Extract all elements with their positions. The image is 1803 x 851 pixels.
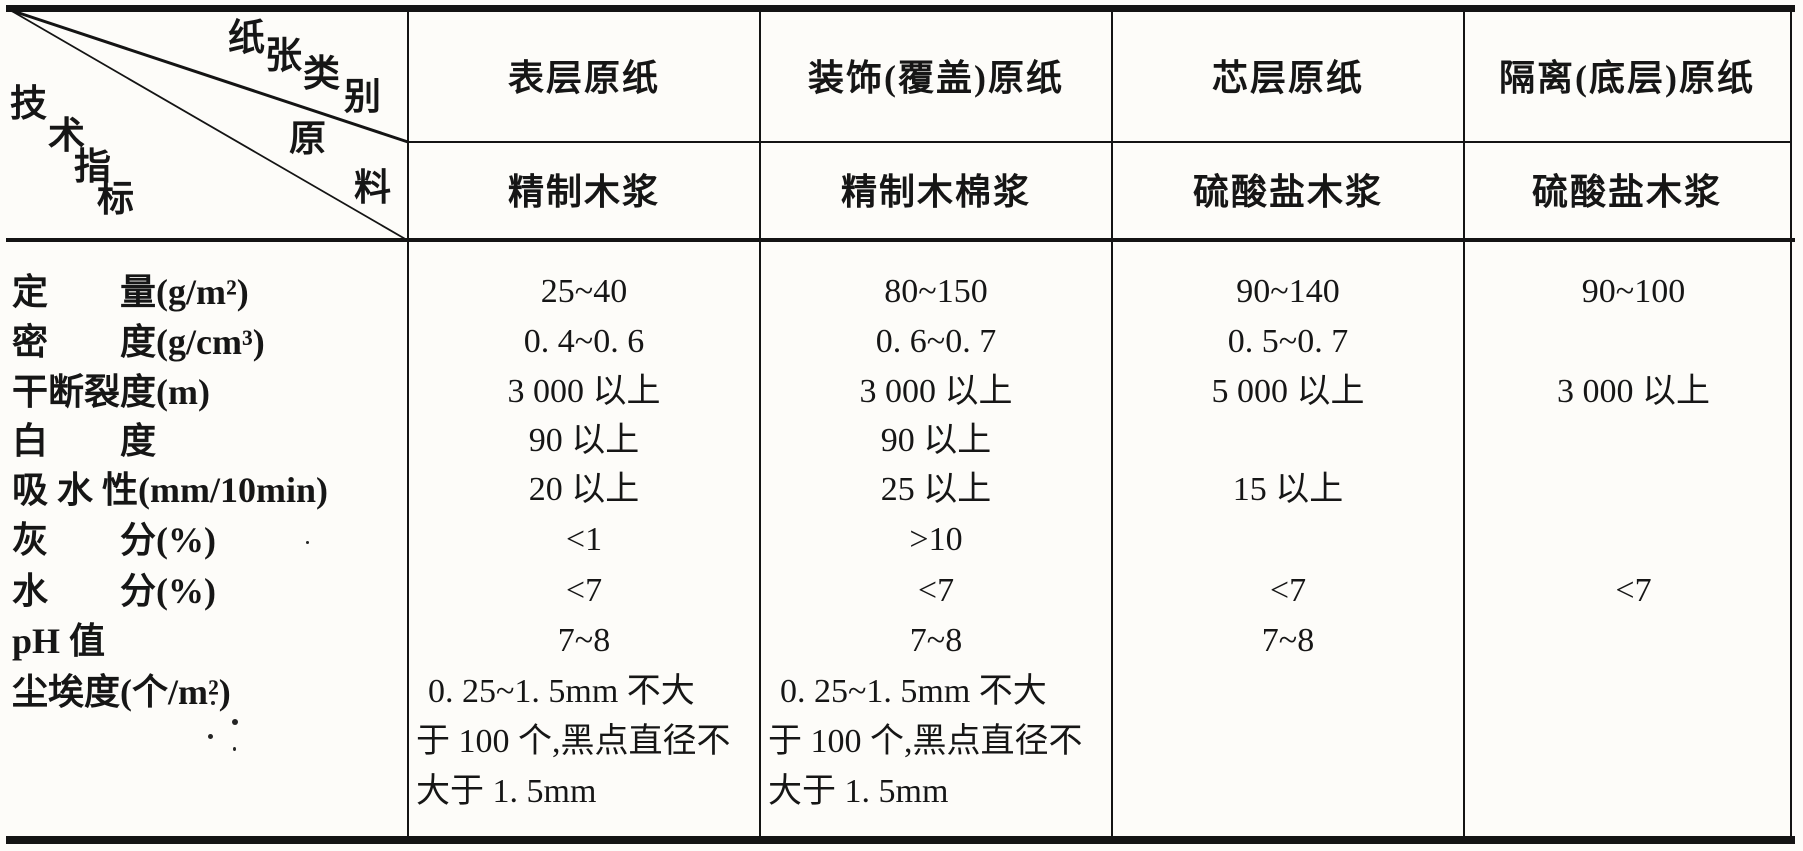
table-cell: <7 bbox=[1269, 572, 1307, 609]
corner-label-paper-type-char: 别 bbox=[344, 77, 381, 118]
raw-material-header: 硫酸盐木浆 bbox=[1531, 172, 1722, 212]
table-bottom-border bbox=[6, 836, 1795, 844]
column-divider bbox=[407, 5, 409, 844]
table-cell: 90~140 bbox=[1236, 273, 1340, 310]
table-cell: 80~150 bbox=[884, 273, 988, 310]
table-cell: <7 bbox=[917, 572, 955, 609]
corner-label-raw-material-char: 料 bbox=[354, 168, 391, 209]
row-label: 定 量(g/m²) bbox=[12, 272, 249, 312]
table-cell: 90 以上 bbox=[528, 422, 640, 459]
row-label: 吸 水 性(mm/10min) bbox=[12, 470, 328, 510]
paper-type-header: 表层原纸 bbox=[507, 58, 660, 98]
raw-material-header: 硫酸盐木浆 bbox=[1192, 172, 1383, 212]
row-label: pH 值 bbox=[12, 621, 106, 661]
table-cell: 15 以上 bbox=[1232, 471, 1344, 508]
corner-label-tech-index-char: 术 bbox=[48, 116, 85, 157]
paper-type-header: 装饰(覆盖)原纸 bbox=[808, 58, 1064, 98]
table-right-border bbox=[1790, 5, 1792, 844]
table-row-ph-value: pH 值 7~8 7~8 7~8 bbox=[0, 616, 1803, 666]
row-label: 尘埃度(个/m²) bbox=[12, 672, 231, 712]
table-cell: 90 以上 bbox=[880, 422, 992, 459]
diagonal-divider bbox=[9, 8, 409, 241]
table-cell: 90~100 bbox=[1581, 273, 1686, 310]
corner-label-paper-type-char: 张 bbox=[265, 36, 302, 77]
table-cell: 0. 25~1. 5mm 不大 于 100 个,黑点直径不 大于 1. 5mm bbox=[768, 673, 1083, 810]
table-cell: 20 以上 bbox=[528, 471, 640, 508]
raw-material-header: 精制木棉浆 bbox=[840, 172, 1031, 212]
row-label: 水 分(%) bbox=[12, 571, 216, 611]
table-cell: >10 bbox=[909, 521, 963, 558]
raw-material-header: 精制木浆 bbox=[507, 172, 660, 212]
corner-label-raw-material-char: 原 bbox=[289, 119, 326, 160]
table-top-border bbox=[6, 5, 1795, 12]
table-row-density: 密 度(g/cm³) 0. 4~0. 6 0. 6~0. 7 0. 5~0. 7 bbox=[0, 317, 1803, 367]
table-cell: 7~8 bbox=[909, 622, 963, 659]
table-cell: <7 bbox=[565, 572, 603, 609]
table-row-dust-count: 尘埃度(个/m²) 0. 25~1. 5mm 不大 于 100 个,黑点直径不 … bbox=[0, 667, 1803, 822]
table-cell: 5 000 以上 bbox=[1211, 373, 1365, 410]
table-row-whiteness: 白 度 90 以上 90 以上 bbox=[0, 416, 1803, 466]
header-row-divider bbox=[408, 141, 1792, 143]
row-label: 白 度 bbox=[12, 421, 157, 461]
table-cell: 25 以上 bbox=[880, 471, 992, 508]
table-cell: <7 bbox=[1615, 572, 1652, 609]
ink-speck bbox=[306, 541, 309, 544]
table-cell: <1 bbox=[565, 521, 603, 558]
table-cell: 0. 25~1. 5mm 不大 于 100 个,黑点直径不 大于 1. 5mm bbox=[416, 673, 731, 810]
ink-speck bbox=[233, 747, 236, 751]
table-row-water-absorption: 吸 水 性(mm/10min) 20 以上 25 以上 15 以上 bbox=[0, 465, 1803, 515]
header-body-divider bbox=[6, 238, 1795, 242]
corner-label-paper-type-char: 类 bbox=[303, 54, 340, 95]
row-label: 密 度(g/cm³) bbox=[12, 322, 265, 362]
table-cell: 3 000 以上 bbox=[859, 373, 1013, 410]
table-row-ash-content: 灰 分(%) <1 >10 bbox=[0, 515, 1803, 565]
table-cell: 7~8 bbox=[1261, 622, 1315, 659]
column-divider bbox=[1463, 5, 1465, 844]
table-cell: 0. 4~0. 6 bbox=[523, 323, 645, 360]
corner-label-paper-type-char: 纸 bbox=[228, 18, 265, 59]
table-cell: 0. 5~0. 7 bbox=[1227, 323, 1349, 360]
column-divider bbox=[759, 5, 761, 844]
table-row-dry-break-length: 干断裂度(m) 3 000 以上 3 000 以上 5 000 以上 3 000… bbox=[0, 367, 1803, 417]
table-row-basis-weight: 定 量(g/m²) 25~40 80~150 90~140 90~100 bbox=[0, 267, 1803, 317]
row-label: 干断裂度(m) bbox=[12, 372, 210, 412]
table-cell: 7~8 bbox=[557, 622, 611, 659]
corner-label-tech-index-char: 技 bbox=[10, 84, 47, 125]
corner-label-tech-index-char: 标 bbox=[97, 179, 134, 220]
ink-speck bbox=[208, 734, 213, 739]
corner-label-tech-index-char: 指 bbox=[74, 147, 111, 188]
paper-type-header: 隔离(底层)原纸 bbox=[1499, 58, 1755, 98]
ink-speck bbox=[211, 701, 215, 705]
ink-speck bbox=[232, 719, 238, 725]
row-label: 灰 分(%) bbox=[12, 520, 216, 560]
paper-type-header: 芯层原纸 bbox=[1211, 58, 1364, 98]
table-cell: 3 000 以上 bbox=[1557, 373, 1710, 410]
table-cell: 3 000 以上 bbox=[507, 373, 661, 410]
column-divider bbox=[1111, 5, 1113, 844]
table-cell: 0. 6~0. 7 bbox=[875, 323, 997, 360]
table-row-moisture-content: 水 分(%) <7 <7 <7 <7 bbox=[0, 566, 1803, 616]
table-cell: 25~40 bbox=[540, 273, 628, 310]
